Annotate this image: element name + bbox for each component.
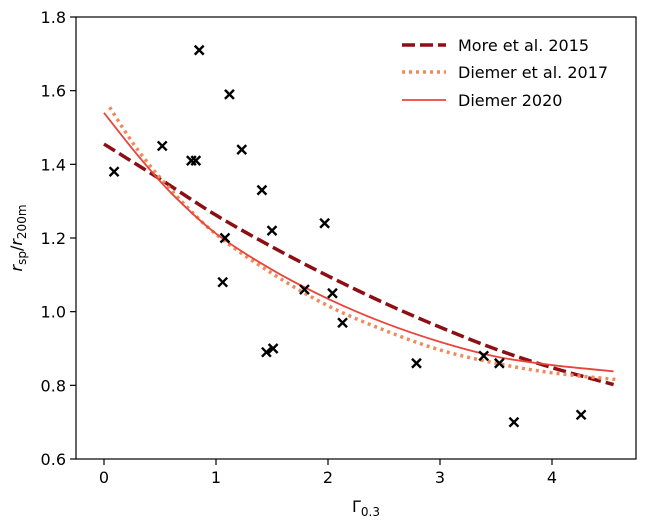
data-point (193, 44, 205, 56)
plot-frame (75, 16, 637, 460)
data-point (337, 317, 348, 329)
series-line-1 (108, 106, 620, 382)
data-point (575, 409, 587, 421)
series-line-0 (103, 142, 615, 387)
y-tick-label: 1.2 (41, 229, 66, 248)
data-point (156, 140, 168, 152)
data-point (266, 225, 278, 236)
data-point (299, 284, 310, 295)
data-point (256, 184, 268, 196)
y-tick-label: 1.8 (41, 8, 66, 27)
legend-label-more-2015: More et al. 2015 (458, 36, 589, 55)
y-tick-label: 0.8 (41, 376, 66, 395)
data-point (411, 357, 422, 369)
data-point (267, 343, 279, 354)
legend: More et al. 2015 Diemer et al. 2017 Diem… (402, 36, 608, 110)
data-point (478, 350, 490, 362)
data-point (327, 287, 338, 299)
data-point (224, 89, 235, 100)
x-tick-label: 4 (547, 468, 557, 487)
data-point (219, 232, 231, 244)
data-point (236, 144, 248, 155)
plot-marks (103, 44, 620, 428)
legend-label-diemer-2020: Diemer 2020 (458, 91, 562, 110)
data-point (508, 416, 520, 428)
series-line-2 (103, 112, 614, 373)
y-tick-label: 1.0 (41, 303, 66, 322)
x-axis-ticks: 0 1 2 3 4 (99, 459, 557, 487)
data-point (494, 357, 505, 369)
data-point (319, 217, 330, 229)
x-axis-label: Γ0.3 (352, 497, 380, 519)
data-point (190, 155, 202, 166)
x-tick-label: 0 (99, 468, 109, 487)
x-tick-label: 3 (435, 468, 445, 487)
y-axis-ticks: 0.6 0.8 1.0 1.2 1.4 1.6 1.8 (41, 8, 76, 469)
legend-label-diemer-2017: Diemer et al. 2017 (458, 63, 608, 82)
y-tick-label: 0.6 (41, 450, 66, 469)
data-point (261, 346, 272, 358)
x-tick-label: 2 (323, 468, 333, 487)
y-tick-label: 1.4 (41, 155, 66, 174)
y-axis-label: rsp/r200m (7, 204, 29, 271)
x-tick-label: 1 (211, 468, 221, 487)
data-point (108, 166, 120, 178)
y-tick-label: 1.6 (41, 82, 66, 101)
data-point (217, 276, 229, 288)
